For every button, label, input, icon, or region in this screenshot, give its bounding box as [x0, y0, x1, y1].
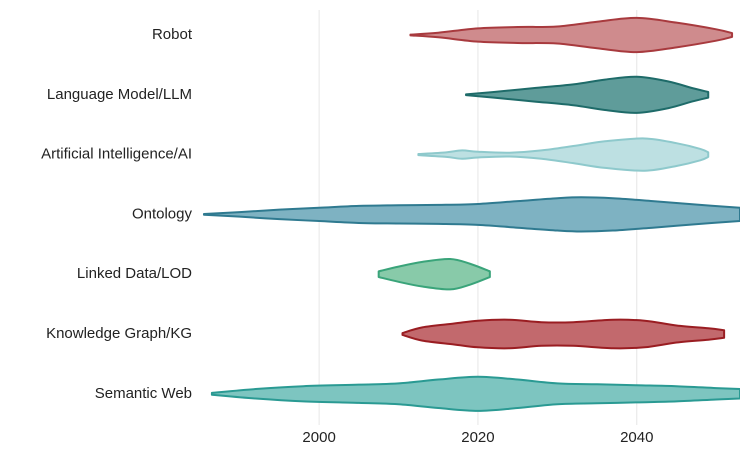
violin: [202, 196, 740, 233]
violin: [409, 16, 734, 54]
y-tick-label: Knowledge Graph/KG: [46, 325, 192, 342]
violin: [377, 257, 491, 291]
y-tick-label: Linked Data/LOD: [77, 265, 192, 282]
violin: [417, 137, 710, 172]
y-tick-label: Semantic Web: [95, 385, 192, 402]
y-tick-label: Ontology: [132, 205, 193, 222]
violin: [210, 375, 740, 412]
y-tick-label: Robot: [152, 26, 193, 43]
x-tick-label: 2020: [461, 429, 494, 445]
x-tick-label: 2000: [302, 429, 335, 445]
violin: [401, 318, 726, 350]
violin: [465, 75, 710, 114]
y-tick-label: Artificial Intelligence/AI: [41, 146, 192, 163]
y-tick-label: Language Model/LLM: [47, 86, 192, 103]
x-tick-label: 2040: [620, 429, 653, 445]
